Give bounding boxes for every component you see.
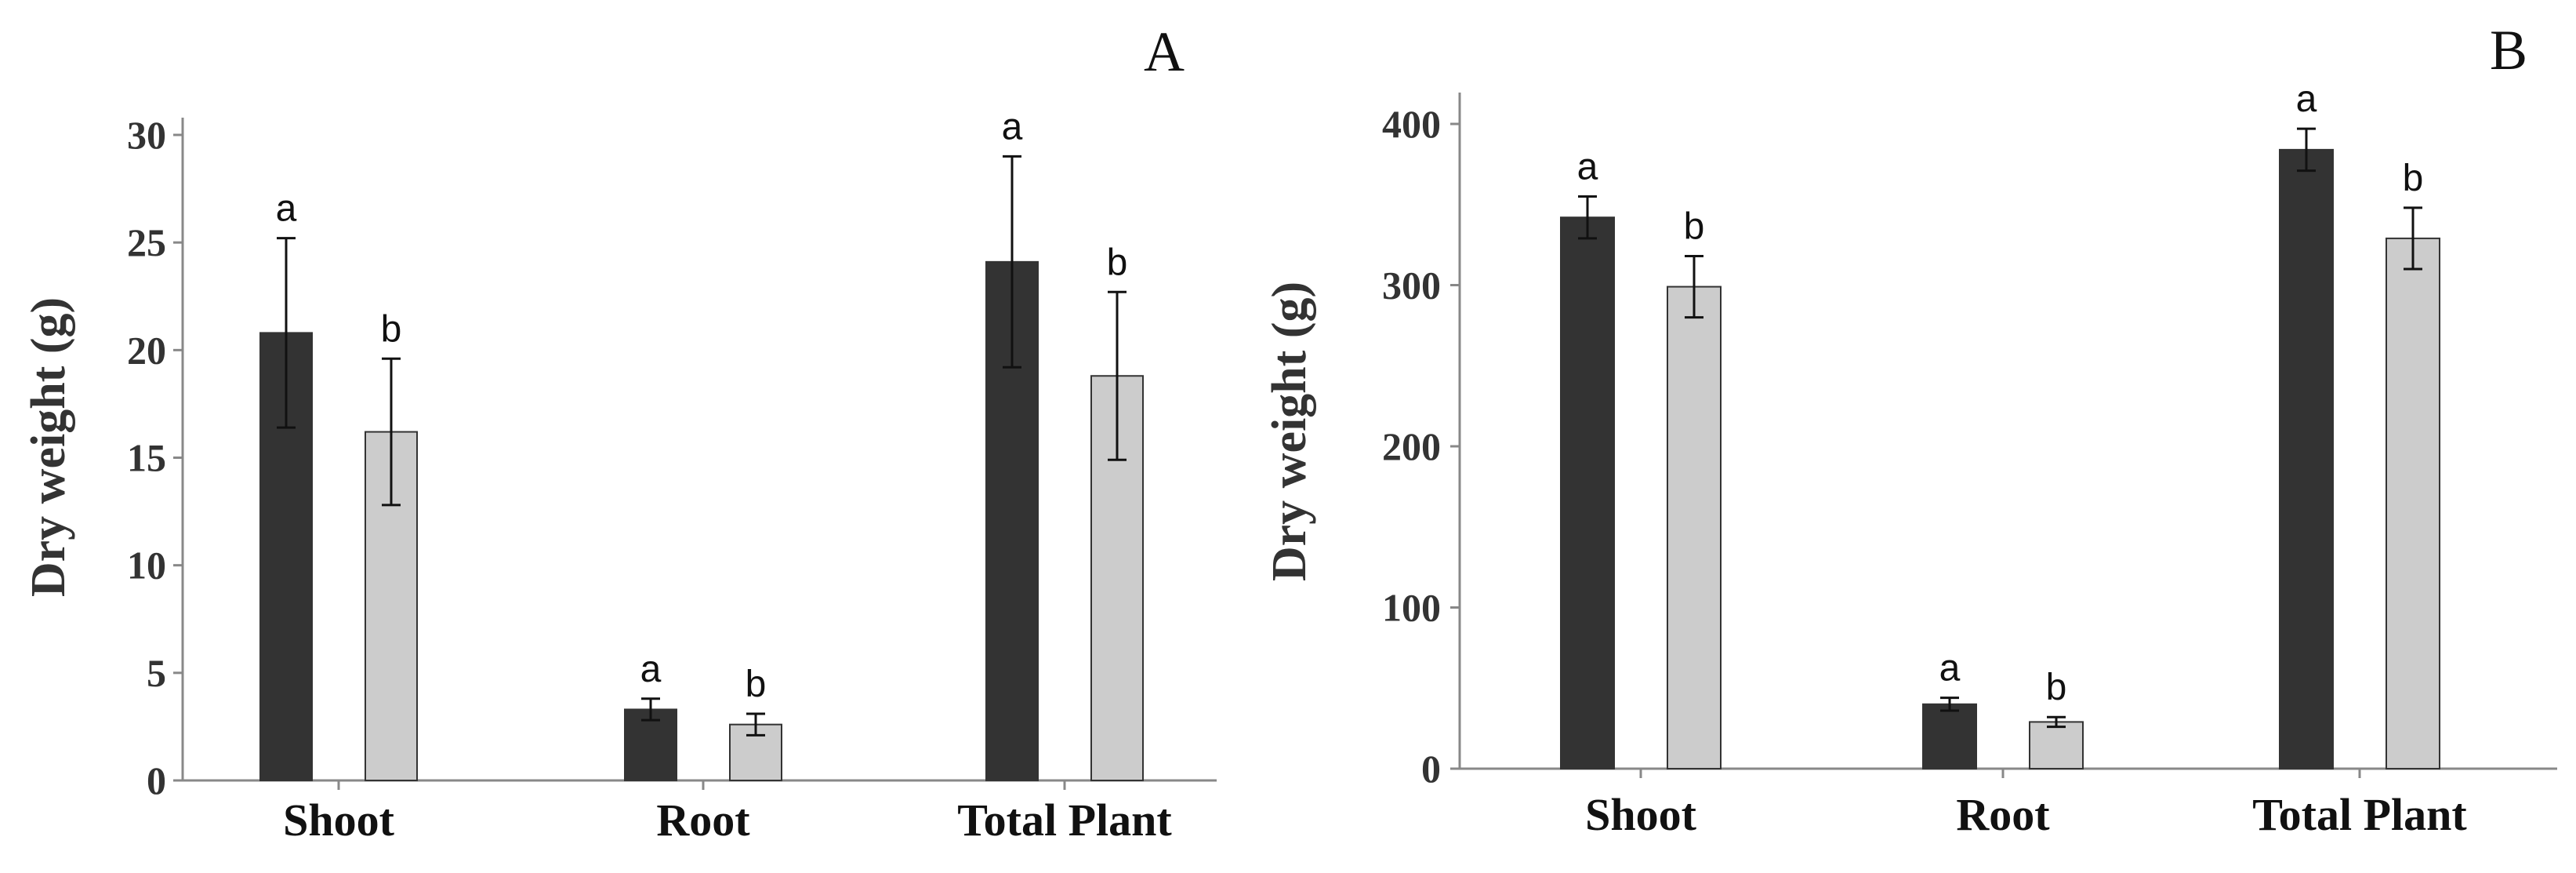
- significance-letter: a: [1577, 146, 1598, 187]
- x-category-label: Root: [656, 795, 750, 846]
- x-category-label: Root: [1956, 789, 2050, 840]
- y-tick-label: 0: [1421, 747, 1441, 791]
- y-tick-label: 200: [1382, 424, 1441, 468]
- y-axis-label: Dry weight (g): [1263, 282, 1316, 581]
- y-tick-label: 400: [1382, 102, 1441, 146]
- panel-label: B: [2490, 19, 2527, 82]
- significance-letter: a: [640, 649, 662, 690]
- bar: [2029, 721, 2084, 770]
- significance-letter: b: [1684, 206, 1705, 248]
- significance-letter: a: [1002, 106, 1023, 147]
- x-category-label: Shoot: [1585, 789, 1697, 840]
- y-tick-label: 100: [1382, 586, 1441, 630]
- y-tick-label: 20: [127, 328, 166, 372]
- x-category-label: Total Plant: [957, 795, 1172, 846]
- y-axis-label: Dry weight (g): [22, 297, 75, 597]
- y-tick-label: 0: [147, 758, 166, 802]
- y-tick-label: 30: [127, 113, 166, 157]
- y-tick-label: 5: [147, 651, 166, 695]
- panel-b-chart: 0 100 200 300 400 Dry weight (g) B Shoot Root Tot…: [1263, 19, 2557, 840]
- significance-letter: b: [1107, 242, 1128, 283]
- bar: [2279, 148, 2334, 769]
- significance-letter: b: [2046, 667, 2067, 708]
- bar: [1560, 216, 1615, 769]
- y-tick-label: 300: [1382, 264, 1441, 307]
- panel-a-chart: 0 5 10 15 20 25 30 Dry weight (g) A Shoot Root Tota…: [22, 20, 1217, 846]
- significance-letter: a: [276, 188, 297, 230]
- x-category-label: Total Plant: [2252, 789, 2467, 840]
- bar: [1667, 286, 1722, 769]
- x-category-label: Shoot: [283, 795, 395, 846]
- bar: [1922, 703, 1977, 769]
- panel-label: A: [1144, 20, 1185, 83]
- significance-letter: a: [1939, 648, 1961, 689]
- bar: [2386, 237, 2440, 769]
- y-tick-label: 25: [127, 220, 166, 264]
- significance-letter: b: [2403, 158, 2424, 199]
- significance-letter: b: [746, 664, 767, 705]
- significance-letter: a: [2296, 78, 2317, 120]
- y-tick-label: 10: [127, 544, 166, 587]
- significance-letter: b: [381, 308, 402, 350]
- y-tick-label: 15: [127, 436, 166, 480]
